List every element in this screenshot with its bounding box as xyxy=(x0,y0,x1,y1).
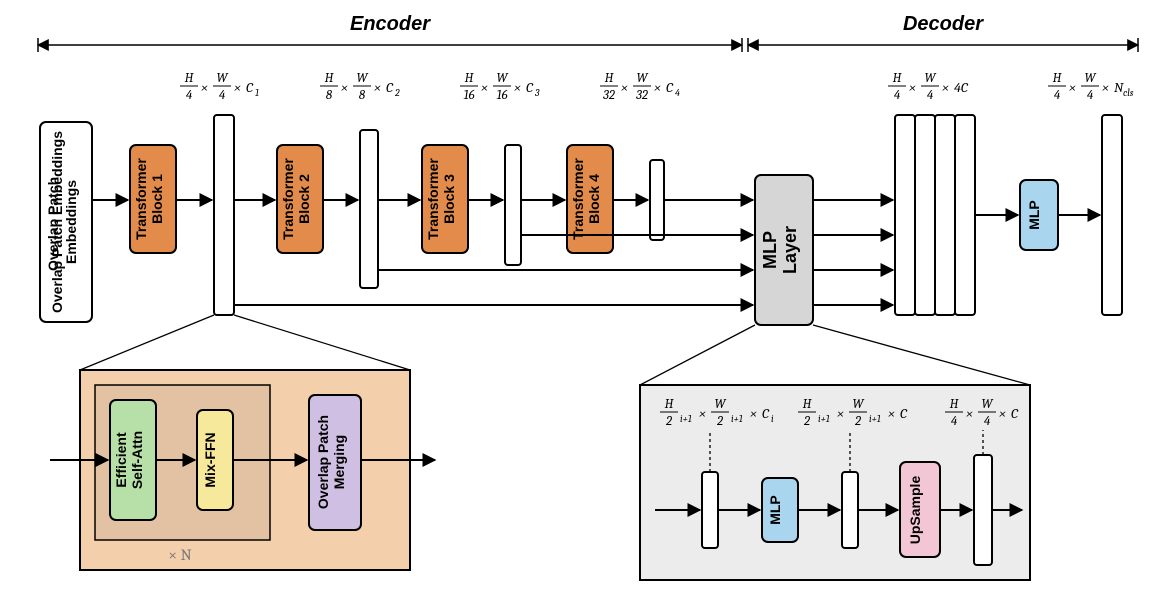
svg-text:1: 1 xyxy=(255,87,259,99)
svg-text:×: × xyxy=(837,405,844,422)
svg-text:4: 4 xyxy=(1087,88,1094,103)
main-pipeline: Overlap Patch Embeddings Overlap Patch E… xyxy=(40,115,1122,325)
svg-text:i+1: i+1 xyxy=(869,413,881,425)
svg-text:H: H xyxy=(665,397,675,412)
svg-text:4C: 4C xyxy=(954,79,969,96)
encoder-label: Encoder xyxy=(350,13,431,35)
svg-text:×: × xyxy=(514,79,521,96)
concat-feature-bars xyxy=(895,115,975,315)
dec-feature-3 xyxy=(974,455,992,565)
svg-text:C: C xyxy=(526,79,534,96)
svg-text:×: × xyxy=(966,405,973,422)
svg-text:H: H xyxy=(1053,71,1063,86)
svg-text:×: × xyxy=(909,79,916,96)
svg-text:cls: cls xyxy=(1123,87,1134,99)
svg-text:H: H xyxy=(185,71,195,86)
svg-text:×: × xyxy=(341,79,348,96)
svg-text:H: H xyxy=(803,397,813,412)
svg-text:W: W xyxy=(714,397,726,412)
svg-text:4: 4 xyxy=(186,88,193,103)
svg-text:4: 4 xyxy=(894,88,901,103)
svg-text:W: W xyxy=(852,397,864,412)
dec-mlp-text: MLP xyxy=(767,495,783,525)
svg-text:×: × xyxy=(699,405,706,422)
svg-text:×: × xyxy=(1069,79,1076,96)
feature-bar-4 xyxy=(650,160,664,240)
svg-text:×: × xyxy=(201,79,208,96)
svg-text:×: × xyxy=(888,405,895,422)
svg-text:×: × xyxy=(374,79,381,96)
svg-text:×: × xyxy=(234,79,241,96)
svg-text:2: 2 xyxy=(854,414,861,429)
svg-text:C: C xyxy=(1011,405,1019,422)
svg-text:W: W xyxy=(636,71,648,86)
svg-text:W: W xyxy=(981,397,993,412)
dec-feature-2 xyxy=(842,472,858,548)
svg-text:32: 32 xyxy=(635,88,648,103)
svg-text:4: 4 xyxy=(675,87,680,99)
feature-bar-3 xyxy=(505,145,521,265)
svg-text:i+1: i+1 xyxy=(818,413,830,425)
svg-text:×: × xyxy=(481,79,488,96)
svg-text:32: 32 xyxy=(602,88,615,103)
svg-text:×: × xyxy=(1102,79,1109,96)
svg-text:×: × xyxy=(621,79,628,96)
svg-text:3: 3 xyxy=(534,87,540,99)
svg-text:W: W xyxy=(356,71,368,86)
dec-feature-1 xyxy=(702,472,718,548)
svg-text:H: H xyxy=(465,71,475,86)
times-n: × N xyxy=(168,546,191,564)
svg-text:i: i xyxy=(771,413,774,425)
svg-text:8: 8 xyxy=(359,88,366,103)
mlp-layer-text: MLPLayer xyxy=(760,226,800,274)
svg-text:W: W xyxy=(1084,71,1096,86)
svg-text:C: C xyxy=(762,405,770,422)
svg-text:2: 2 xyxy=(803,414,810,429)
section-headers: Encoder Decoder xyxy=(38,13,1138,52)
upsample-text: UpSample xyxy=(907,476,923,545)
svg-text:16: 16 xyxy=(463,88,474,103)
svg-text:2: 2 xyxy=(394,87,400,99)
dimension-labels: H4×W4×C1 H8×W8×C2 H16×W16×C3 H32×W32×C4 … xyxy=(180,71,1134,103)
svg-text:×: × xyxy=(654,79,661,96)
svg-text:4: 4 xyxy=(1054,88,1061,103)
self-attn-text: EfficientSelf-Attn xyxy=(113,431,145,489)
svg-text:4: 4 xyxy=(927,88,934,103)
svg-text:×: × xyxy=(999,405,1006,422)
svg-text:2: 2 xyxy=(665,414,672,429)
svg-text:4: 4 xyxy=(219,88,226,103)
svg-text:H: H xyxy=(605,71,615,86)
svg-text:C: C xyxy=(900,405,908,422)
mix-ffn-text: Mix-FFN xyxy=(202,432,218,487)
decoder-detail: MLP UpSample H 2 i+1 × W 2 i+1 × Ci H 2 i+1 × W 2 i+1 ×… xyxy=(640,385,1030,580)
svg-text:×: × xyxy=(942,79,949,96)
svg-text:4: 4 xyxy=(951,414,958,429)
feature-bar-2 xyxy=(360,130,378,288)
svg-text:W: W xyxy=(216,71,228,86)
svg-text:8: 8 xyxy=(326,88,333,103)
svg-text:C: C xyxy=(386,79,394,96)
svg-text:W: W xyxy=(496,71,508,86)
svg-text:H: H xyxy=(893,71,903,86)
svg-text:C: C xyxy=(666,79,674,96)
output-feature-bar xyxy=(1102,115,1122,315)
feature-bar-1 xyxy=(214,115,234,315)
decoder-label: Decoder xyxy=(903,13,984,35)
mlp-text: MLP xyxy=(1026,200,1042,230)
svg-text:4: 4 xyxy=(984,414,991,429)
svg-text:C: C xyxy=(246,79,254,96)
svg-text:2: 2 xyxy=(716,414,723,429)
encoder-detail: EfficientSelf-Attn Mix-FFN Overlap Patch… xyxy=(50,370,435,570)
svg-text:i+1: i+1 xyxy=(731,413,743,425)
svg-text:H: H xyxy=(950,397,960,412)
svg-text:16: 16 xyxy=(496,88,507,103)
svg-text:H: H xyxy=(325,71,335,86)
svg-text:i+1: i+1 xyxy=(680,413,692,425)
svg-text:×: × xyxy=(750,405,757,422)
svg-text:W: W xyxy=(924,71,936,86)
